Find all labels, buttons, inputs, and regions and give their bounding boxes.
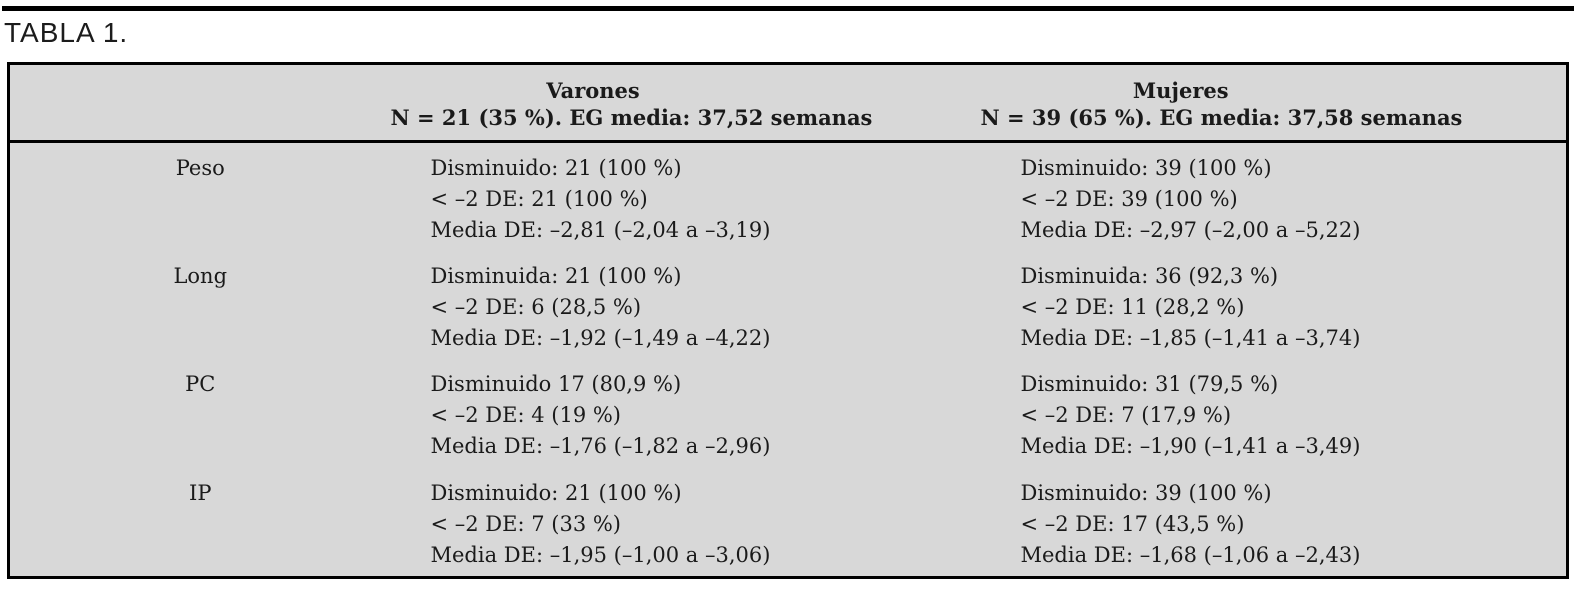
long-varones-cell: Disminuida: 21 (100 %) < –2 DE: 6 (28,5 … [391,251,981,359]
data-line: Media DE: –1,68 (–1,06 a –2,43) [1020,542,1361,567]
row-label: IP [189,480,212,505]
data-line: Media DE: –2,97 (–2,00 a –5,22) [1020,218,1361,242]
data-line: < –2 DE: 7 (17,9 %) [1020,403,1232,428]
data-line: Disminuido: 21 (100 %) [430,480,682,505]
table-header: Varones N = 21 (35 %). EG media: 37,52 s… [8,63,1568,143]
varones-header-name: Varones [546,78,640,103]
data-line: < –2 DE: 39 (100 %) [1020,187,1238,211]
table-body: Peso Disminuido: 21 (100 %) < –2 DE: 21 … [9,142,1568,578]
row-label: PC [185,372,216,397]
data-line: < –2 DE: 17 (43,5 %) [1020,511,1245,536]
data-line: < –2 DE: 4 (19 %) [430,403,622,428]
peso-mujeres-cell: Disminuido: 39 (100 %) < –2 DE: 39 (100 … [981,142,1568,252]
table-row-pc: PC Disminuido 17 (80,9 %) < –2 DE: 4 (19… [9,359,1568,467]
header-cell-empty [8,63,391,143]
table-row-ip: IP Disminuido: 21 (100 %) < –2 DE: 7 (33… [9,468,1568,578]
data-line: Disminuido: 39 (100 %) [1020,480,1272,505]
header-row: Varones N = 21 (35 %). EG media: 37,52 s… [8,63,1568,143]
data-line: Media DE: –1,90 (–1,41 a –3,49) [1020,434,1361,459]
mujeres-header-subtitle: N = 39 (65 %). EG media: 37,58 semanas [980,105,1463,130]
header-cell-mujeres: Mujeres N = 39 (65 %). EG media: 37,58 s… [980,63,1568,143]
ip-varones-cell: Disminuido: 21 (100 %) < –2 DE: 7 (33 %)… [391,468,981,578]
top-rule-divider [2,6,1574,11]
row-label: Long [173,264,228,289]
header-cell-varones: Varones N = 21 (35 %). EG media: 37,52 s… [390,63,981,143]
data-line: < –2 DE: 7 (33 %) [430,511,622,536]
table-row-long: Long Disminuida: 21 (100 %) < –2 DE: 6 (… [9,251,1568,359]
data-line: Disminuida: 36 (92,3 %) [1020,264,1279,289]
long-mujeres-cell: Disminuida: 36 (92,3 %) < –2 DE: 11 (28,… [981,251,1568,359]
pc-varones-cell: Disminuido 17 (80,9 %) < –2 DE: 4 (19 %)… [391,359,981,467]
data-line: Media DE: –1,95 (–1,00 a –3,06) [430,542,771,567]
data-line: Media DE: –2,81 (–2,04 a –3,19) [430,218,771,242]
mujeres-header-name: Mujeres [1132,78,1229,103]
peso-varones-cell: Disminuido: 21 (100 %) < –2 DE: 21 (100 … [391,142,981,252]
pc-mujeres-cell: Disminuido: 31 (79,5 %) < –2 DE: 7 (17,9… [981,359,1568,467]
data-line: < –2 DE: 11 (28,2 %) [1020,295,1245,320]
data-line: Disminuida: 21 (100 %) [430,264,682,289]
data-line: Media DE: –1,76 (–1,82 a –2,96) [430,434,771,459]
data-line: Disminuido: 39 (100 %) [1020,156,1272,180]
table-container: Varones N = 21 (35 %). EG media: 37,52 s… [7,62,1569,579]
data-line: Disminuido 17 (80,9 %) [430,372,682,397]
data-line: Media DE: –1,92 (–1,49 a –4,22) [430,326,771,351]
row-label: Peso [175,156,225,180]
data-line: < –2 DE: 21 (100 %) [430,187,648,211]
page-title: TABLA 1. [4,17,129,48]
table-row-peso: Peso Disminuido: 21 (100 %) < –2 DE: 21 … [9,142,1568,252]
data-line: Media DE: –1,85 (–1,41 a –3,74) [1020,326,1361,351]
varones-header-subtitle: N = 21 (35 %). EG media: 37,52 semanas [390,105,873,130]
ip-mujeres-cell: Disminuido: 39 (100 %) < –2 DE: 17 (43,5… [981,468,1568,578]
data-line: Disminuido: 21 (100 %) [430,156,682,180]
data-table: Varones N = 21 (35 %). EG media: 37,52 s… [7,62,1569,579]
data-line: Disminuido: 31 (79,5 %) [1020,372,1279,397]
data-line: < –2 DE: 6 (28,5 %) [430,295,642,320]
